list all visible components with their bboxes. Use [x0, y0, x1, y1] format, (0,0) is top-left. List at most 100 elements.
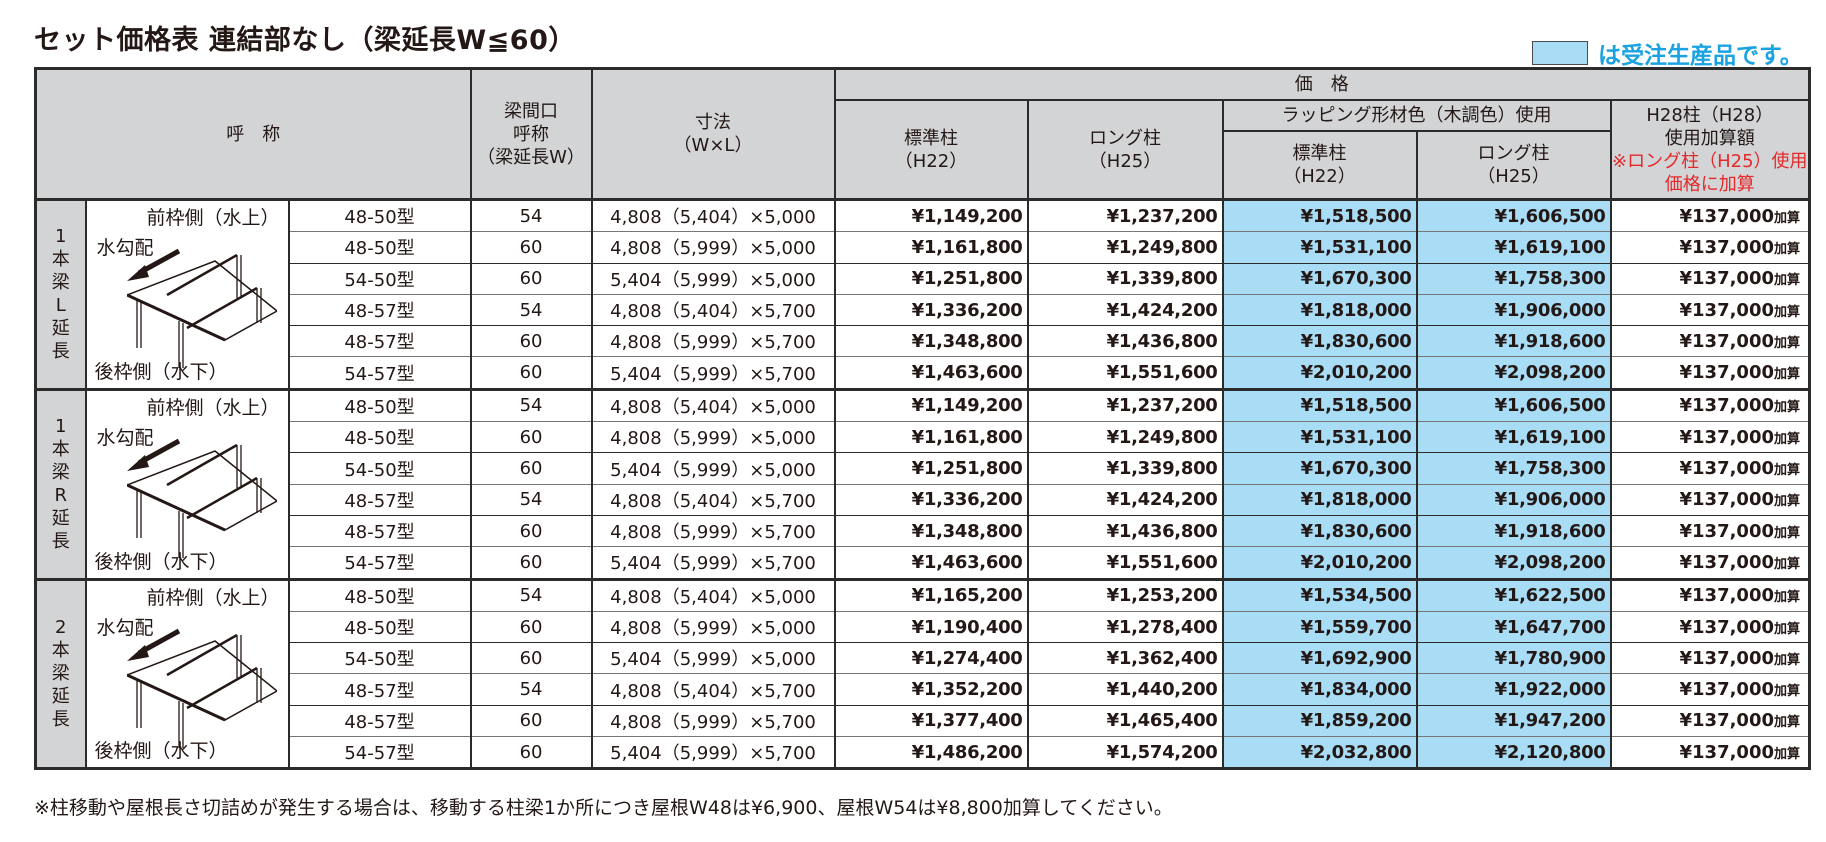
header-price: 価 格 [833, 67, 1811, 101]
h28-surcharge: ¥137,000加算 [1609, 231, 1811, 264]
price-long-post: ¥1,278,400 [1026, 611, 1224, 644]
slope-label: 水勾配 [96, 426, 154, 449]
dimension: 4,808（5,404）×5,700 [590, 294, 836, 327]
price-wrap-standard-post: ¥1,670,300 [1221, 452, 1418, 485]
model-type: 48-50型 [287, 387, 472, 423]
h28-surcharge: ¥137,000加算 [1609, 325, 1811, 358]
model-type: 54-57型 [287, 356, 472, 390]
price-standard-post: ¥1,149,200 [833, 387, 1029, 423]
price-standard-post: ¥1,251,800 [833, 263, 1029, 295]
beam-width: 60 [469, 421, 593, 454]
price-wrap-long-post: ¥1,647,700 [1415, 611, 1612, 644]
dimension: 4,808（5,999）×5,700 [590, 705, 836, 738]
beam-width: 60 [469, 546, 593, 580]
price-standard-post: ¥1,336,200 [833, 484, 1029, 516]
price-standard-post: ¥1,463,600 [833, 356, 1029, 390]
dimension: 5,404（5,999）×5,700 [590, 736, 836, 770]
table-row: 48-57型 60 4,808（5,999）×5,700 ¥1,377,400 ¥1,4… [36, 705, 1811, 738]
model-type: 48-57型 [287, 515, 472, 548]
price-wrap-standard-post: ¥1,834,000 [1221, 673, 1418, 706]
table-row: 48-57型 54 4,808（5,404）×5,700 ¥1,352,200 ¥1,4… [36, 673, 1811, 706]
price-standard-post: ¥1,336,200 [833, 294, 1029, 327]
slope-label: 水勾配 [96, 616, 154, 639]
carport-diagram: 前枠側（水上） 水勾配 後枠側（水下） [84, 577, 290, 769]
table-row: 54-57型 60 5,404（5,999）×5,700 ¥1,463,600 ¥1,5… [36, 356, 1811, 390]
price-wrap-long-post: ¥1,619,100 [1415, 231, 1612, 264]
slope-label: 水勾配 [96, 237, 154, 259]
dimension: 4,808（5,404）×5,700 [590, 673, 836, 706]
price-long-post: ¥1,339,800 [1026, 452, 1224, 485]
price-wrap-standard-post: ¥1,531,100 [1221, 421, 1418, 454]
beam-width: 60 [469, 736, 593, 770]
price-wrap-long-post: ¥1,780,900 [1415, 642, 1612, 675]
table-row: 48-57型 54 4,808（5,404）×5,700 ¥1,336,200 ¥1,4… [36, 484, 1811, 516]
dimension: 4,808（5,999）×5,000 [590, 611, 836, 644]
price-wrap-long-post: ¥1,758,300 [1415, 452, 1612, 485]
price-standard-post: ¥1,486,200 [833, 736, 1029, 770]
h28-surcharge: ¥137,000加算 [1609, 736, 1811, 770]
price-standard-post: ¥1,377,400 [833, 705, 1029, 738]
header-wrapping: ラッピング形材色（木調色）使用 [1221, 99, 1612, 132]
price-long-post: ¥1,424,200 [1026, 294, 1224, 327]
table-row: 54-57型 60 5,404（5,999）×5,700 ¥1,463,600 ¥1,5… [36, 546, 1811, 580]
header-standard-post: 標準柱 （H22） [833, 99, 1029, 201]
price-wrap-long-post: ¥1,947,200 [1415, 705, 1612, 738]
price-wrap-long-post: ¥1,622,500 [1415, 577, 1612, 612]
price-wrap-long-post: ¥2,120,800 [1415, 736, 1612, 770]
beam-width: 54 [469, 484, 593, 516]
price-standard-post: ¥1,190,400 [833, 611, 1029, 644]
model-type: 54-57型 [287, 546, 472, 580]
table-row: 54-57型 60 5,404（5,999）×5,700 ¥1,486,200 ¥1,5… [36, 736, 1811, 770]
price-wrap-long-post: ¥1,906,000 [1415, 484, 1612, 516]
h28-surcharge: ¥137,000加算 [1609, 294, 1811, 327]
price-wrap-long-post: ¥1,606,500 [1415, 387, 1612, 423]
table-row: 54-50型 60 5,404（5,999）×5,000 ¥1,274,400 ¥1,3… [36, 642, 1811, 675]
h28-surcharge: ¥137,000加算 [1609, 356, 1811, 390]
price-standard-post: ¥1,274,400 [833, 642, 1029, 675]
dimension: 4,808（5,404）×5,700 [590, 484, 836, 516]
price-long-post: ¥1,237,200 [1026, 197, 1224, 233]
h28-surcharge: ¥137,000加算 [1609, 263, 1811, 295]
price-standard-post: ¥1,348,800 [833, 515, 1029, 548]
price-wrap-standard-post: ¥1,830,600 [1221, 325, 1418, 358]
h28-surcharge: ¥137,000加算 [1609, 197, 1811, 233]
dimension: 5,404（5,999）×5,000 [590, 642, 836, 675]
front-frame-label: 前枠側（水上） [146, 207, 280, 229]
model-type: 48-57型 [287, 294, 472, 327]
price-standard-post: ¥1,352,200 [833, 673, 1029, 706]
price-standard-post: ¥1,165,200 [833, 577, 1029, 612]
carport-illustration-icon [126, 438, 277, 558]
price-wrap-long-post: ¥1,906,000 [1415, 294, 1612, 327]
h28-surcharge: ¥137,000加算 [1609, 515, 1811, 548]
price-long-post: ¥1,339,800 [1026, 263, 1224, 295]
beam-width: 54 [469, 294, 593, 327]
model-type: 48-50型 [287, 577, 472, 612]
price-wrap-long-post: ¥1,619,100 [1415, 421, 1612, 454]
model-type: 48-50型 [287, 197, 472, 233]
dimension: 4,808（5,999）×5,700 [590, 515, 836, 548]
model-type: 48-50型 [287, 231, 472, 264]
h28-surcharge: ¥137,000加算 [1609, 705, 1811, 738]
price-long-post: ¥1,436,800 [1026, 325, 1224, 358]
price-wrap-standard-post: ¥1,534,500 [1221, 577, 1418, 612]
table-row: 48-57型 60 4,808（5,999）×5,700 ¥1,348,800 ¥1,4… [36, 515, 1811, 548]
model-type: 48-57型 [287, 325, 472, 358]
header-wrap-standard-post: 標準柱 （H22） [1221, 130, 1418, 201]
price-long-post: ¥1,465,400 [1026, 705, 1224, 738]
page-title: セット価格表 連結部なし（梁延長W≦60） [34, 25, 576, 56]
beam-width: 60 [469, 611, 593, 644]
beam-width: 54 [469, 387, 593, 423]
h28-surcharge: ¥137,000加算 [1609, 421, 1811, 454]
price-long-post: ¥1,253,200 [1026, 577, 1224, 612]
header-dimension: 寸法 （W×L） [590, 67, 836, 201]
model-type: 48-50型 [287, 421, 472, 454]
carport-diagram: 前枠側（水上） 水勾配 後枠側（水下） [84, 198, 290, 390]
price-wrap-standard-post: ¥1,559,700 [1221, 611, 1418, 644]
carport-diagram: 前枠側（水上） 水勾配 後枠側（水下） [84, 387, 290, 580]
dimension: 4,808（5,999）×5,700 [590, 325, 836, 358]
legend-text: は受注生産品です。 [1598, 43, 1803, 69]
price-long-post: ¥1,237,200 [1026, 387, 1224, 423]
